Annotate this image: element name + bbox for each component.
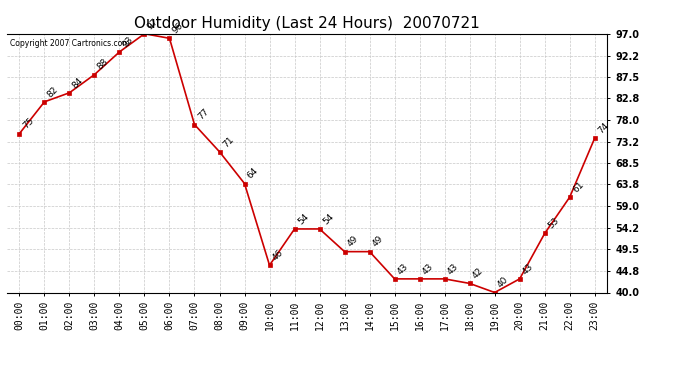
Text: 54: 54 <box>296 212 310 226</box>
Text: 42: 42 <box>471 266 485 280</box>
Text: 54: 54 <box>321 212 335 226</box>
Text: 40: 40 <box>496 275 511 290</box>
Text: 43: 43 <box>446 262 460 276</box>
Text: 93: 93 <box>121 34 135 49</box>
Title: Outdoor Humidity (Last 24 Hours)  20070721: Outdoor Humidity (Last 24 Hours) 2007072… <box>134 16 480 31</box>
Text: 46: 46 <box>271 248 286 262</box>
Text: 43: 43 <box>521 262 535 276</box>
Text: 88: 88 <box>96 57 110 72</box>
Text: 82: 82 <box>46 85 60 99</box>
Text: 49: 49 <box>371 234 386 249</box>
Text: 96: 96 <box>171 21 186 36</box>
Text: 49: 49 <box>346 234 360 249</box>
Text: 84: 84 <box>71 76 86 90</box>
Text: 74: 74 <box>596 121 611 135</box>
Text: 71: 71 <box>221 135 235 149</box>
Text: 75: 75 <box>21 116 35 131</box>
Text: 77: 77 <box>196 107 210 122</box>
Text: 53: 53 <box>546 216 560 231</box>
Text: 43: 43 <box>396 262 411 276</box>
Text: 43: 43 <box>421 262 435 276</box>
Text: 64: 64 <box>246 166 260 181</box>
Text: 61: 61 <box>571 180 586 194</box>
Text: 97: 97 <box>146 16 160 31</box>
Text: Copyright 2007 Cartronics.com: Copyright 2007 Cartronics.com <box>10 39 130 48</box>
